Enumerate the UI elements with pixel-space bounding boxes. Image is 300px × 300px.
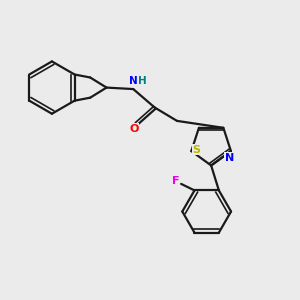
- Text: H: H: [138, 76, 147, 86]
- Text: O: O: [130, 124, 139, 134]
- Text: N: N: [225, 153, 234, 163]
- Text: S: S: [193, 145, 201, 154]
- Text: N: N: [129, 76, 138, 86]
- Text: F: F: [172, 176, 179, 186]
